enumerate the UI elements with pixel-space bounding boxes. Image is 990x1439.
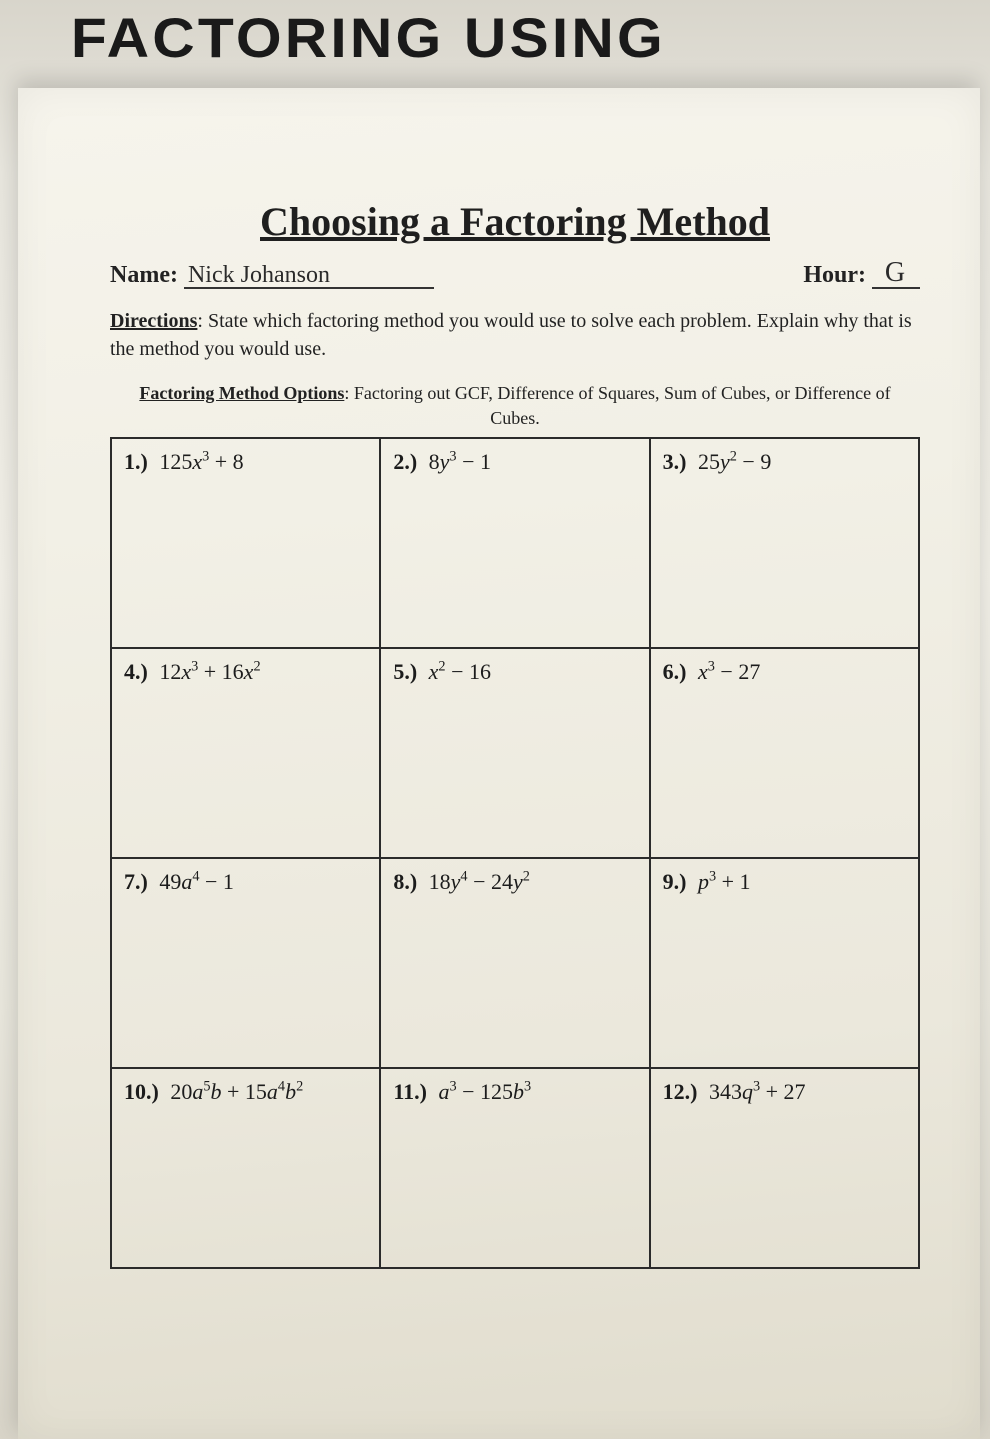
problem-number: 4.) [124,659,148,684]
problem-number: 11.) [393,1079,427,1104]
directions-text: Directions: State which factoring method… [110,307,920,363]
hour-label: Hour: [803,262,866,289]
problem-expression: p3 + 1 [698,869,751,894]
name-hour-line: Name: Nick Johanson Hour: G [110,259,920,289]
problem-expression: 49a4 − 1 [159,869,234,894]
problem-number: 9.) [663,869,687,894]
problem-number: 12.) [663,1079,698,1104]
problem-number: 8.) [393,869,417,894]
problem-expression: 8y3 − 1 [429,449,491,474]
problem-number: 6.) [663,659,687,684]
problem-expression: x3 − 27 [698,659,760,684]
problem-expression: x2 − 16 [429,659,491,684]
worksheet-paper: Choosing a Factoring Method Name: Nick J… [18,88,980,1439]
problem-number: 3.) [663,449,687,474]
problem-cell: 2.) 8y3 − 1 [380,438,649,648]
problems-table: 1.) 125x3 + 82.) 8y3 − 13.) 25y2 − 94.) … [110,437,920,1269]
problem-number: 1.) [124,449,148,474]
directions-lead: Directions [110,310,197,332]
table-row: 7.) 49a4 − 18.) 18y4 − 24y29.) p3 + 1 [111,858,919,1068]
options-body: : Factoring out GCF, Difference of Squar… [344,383,890,428]
hour-field-group: Hour: G [803,259,920,289]
problem-expression: 25y2 − 9 [698,449,771,474]
table-row: 4.) 12x3 + 16x25.) x2 − 166.) x3 − 27 [111,648,919,858]
problem-cell: 12.) 343q3 + 27 [650,1068,919,1268]
problem-cell: 1.) 125x3 + 8 [111,438,380,648]
problem-cell: 5.) x2 − 16 [380,648,649,858]
problem-cell: 6.) x3 − 27 [650,648,919,858]
problem-number: 2.) [393,449,417,474]
directions-body: : State which factoring method you would… [110,310,912,360]
problem-cell: 9.) p3 + 1 [650,858,919,1068]
options-lead: Factoring Method Options [139,383,344,403]
problem-expression: 18y4 − 24y2 [429,869,530,894]
name-label: Name: [110,262,178,289]
page-top-header: FACTORING USING [71,5,666,70]
problem-number: 10.) [124,1079,159,1104]
problem-expression: 343q3 + 27 [709,1079,806,1104]
problem-expression: 20a5b + 15a4b2 [170,1079,303,1104]
name-value: Nick Johanson [184,263,434,289]
problems-tbody: 1.) 125x3 + 82.) 8y3 − 13.) 25y2 − 94.) … [111,438,919,1268]
options-text: Factoring Method Options: Factoring out … [110,381,920,431]
worksheet-title: Choosing a Factoring Method [110,198,920,245]
problem-cell: 7.) 49a4 − 1 [111,858,380,1068]
problem-expression: a3 − 125b3 [438,1079,531,1104]
table-row: 1.) 125x3 + 82.) 8y3 − 13.) 25y2 − 9 [111,438,919,648]
problem-cell: 11.) a3 − 125b3 [380,1068,649,1268]
problem-cell: 10.) 20a5b + 15a4b2 [111,1068,380,1268]
table-row: 10.) 20a5b + 15a4b211.) a3 − 125b312.) 3… [111,1068,919,1268]
problem-cell: 8.) 18y4 − 24y2 [380,858,649,1068]
problem-expression: 125x3 + 8 [159,449,243,474]
hour-value: G [872,259,920,289]
problem-cell: 4.) 12x3 + 16x2 [111,648,380,858]
problem-expression: 12x3 + 16x2 [159,659,260,684]
problem-number: 5.) [393,659,417,684]
problem-number: 7.) [124,869,148,894]
name-field-group: Name: Nick Johanson [110,262,434,289]
problem-cell: 3.) 25y2 − 9 [650,438,919,648]
